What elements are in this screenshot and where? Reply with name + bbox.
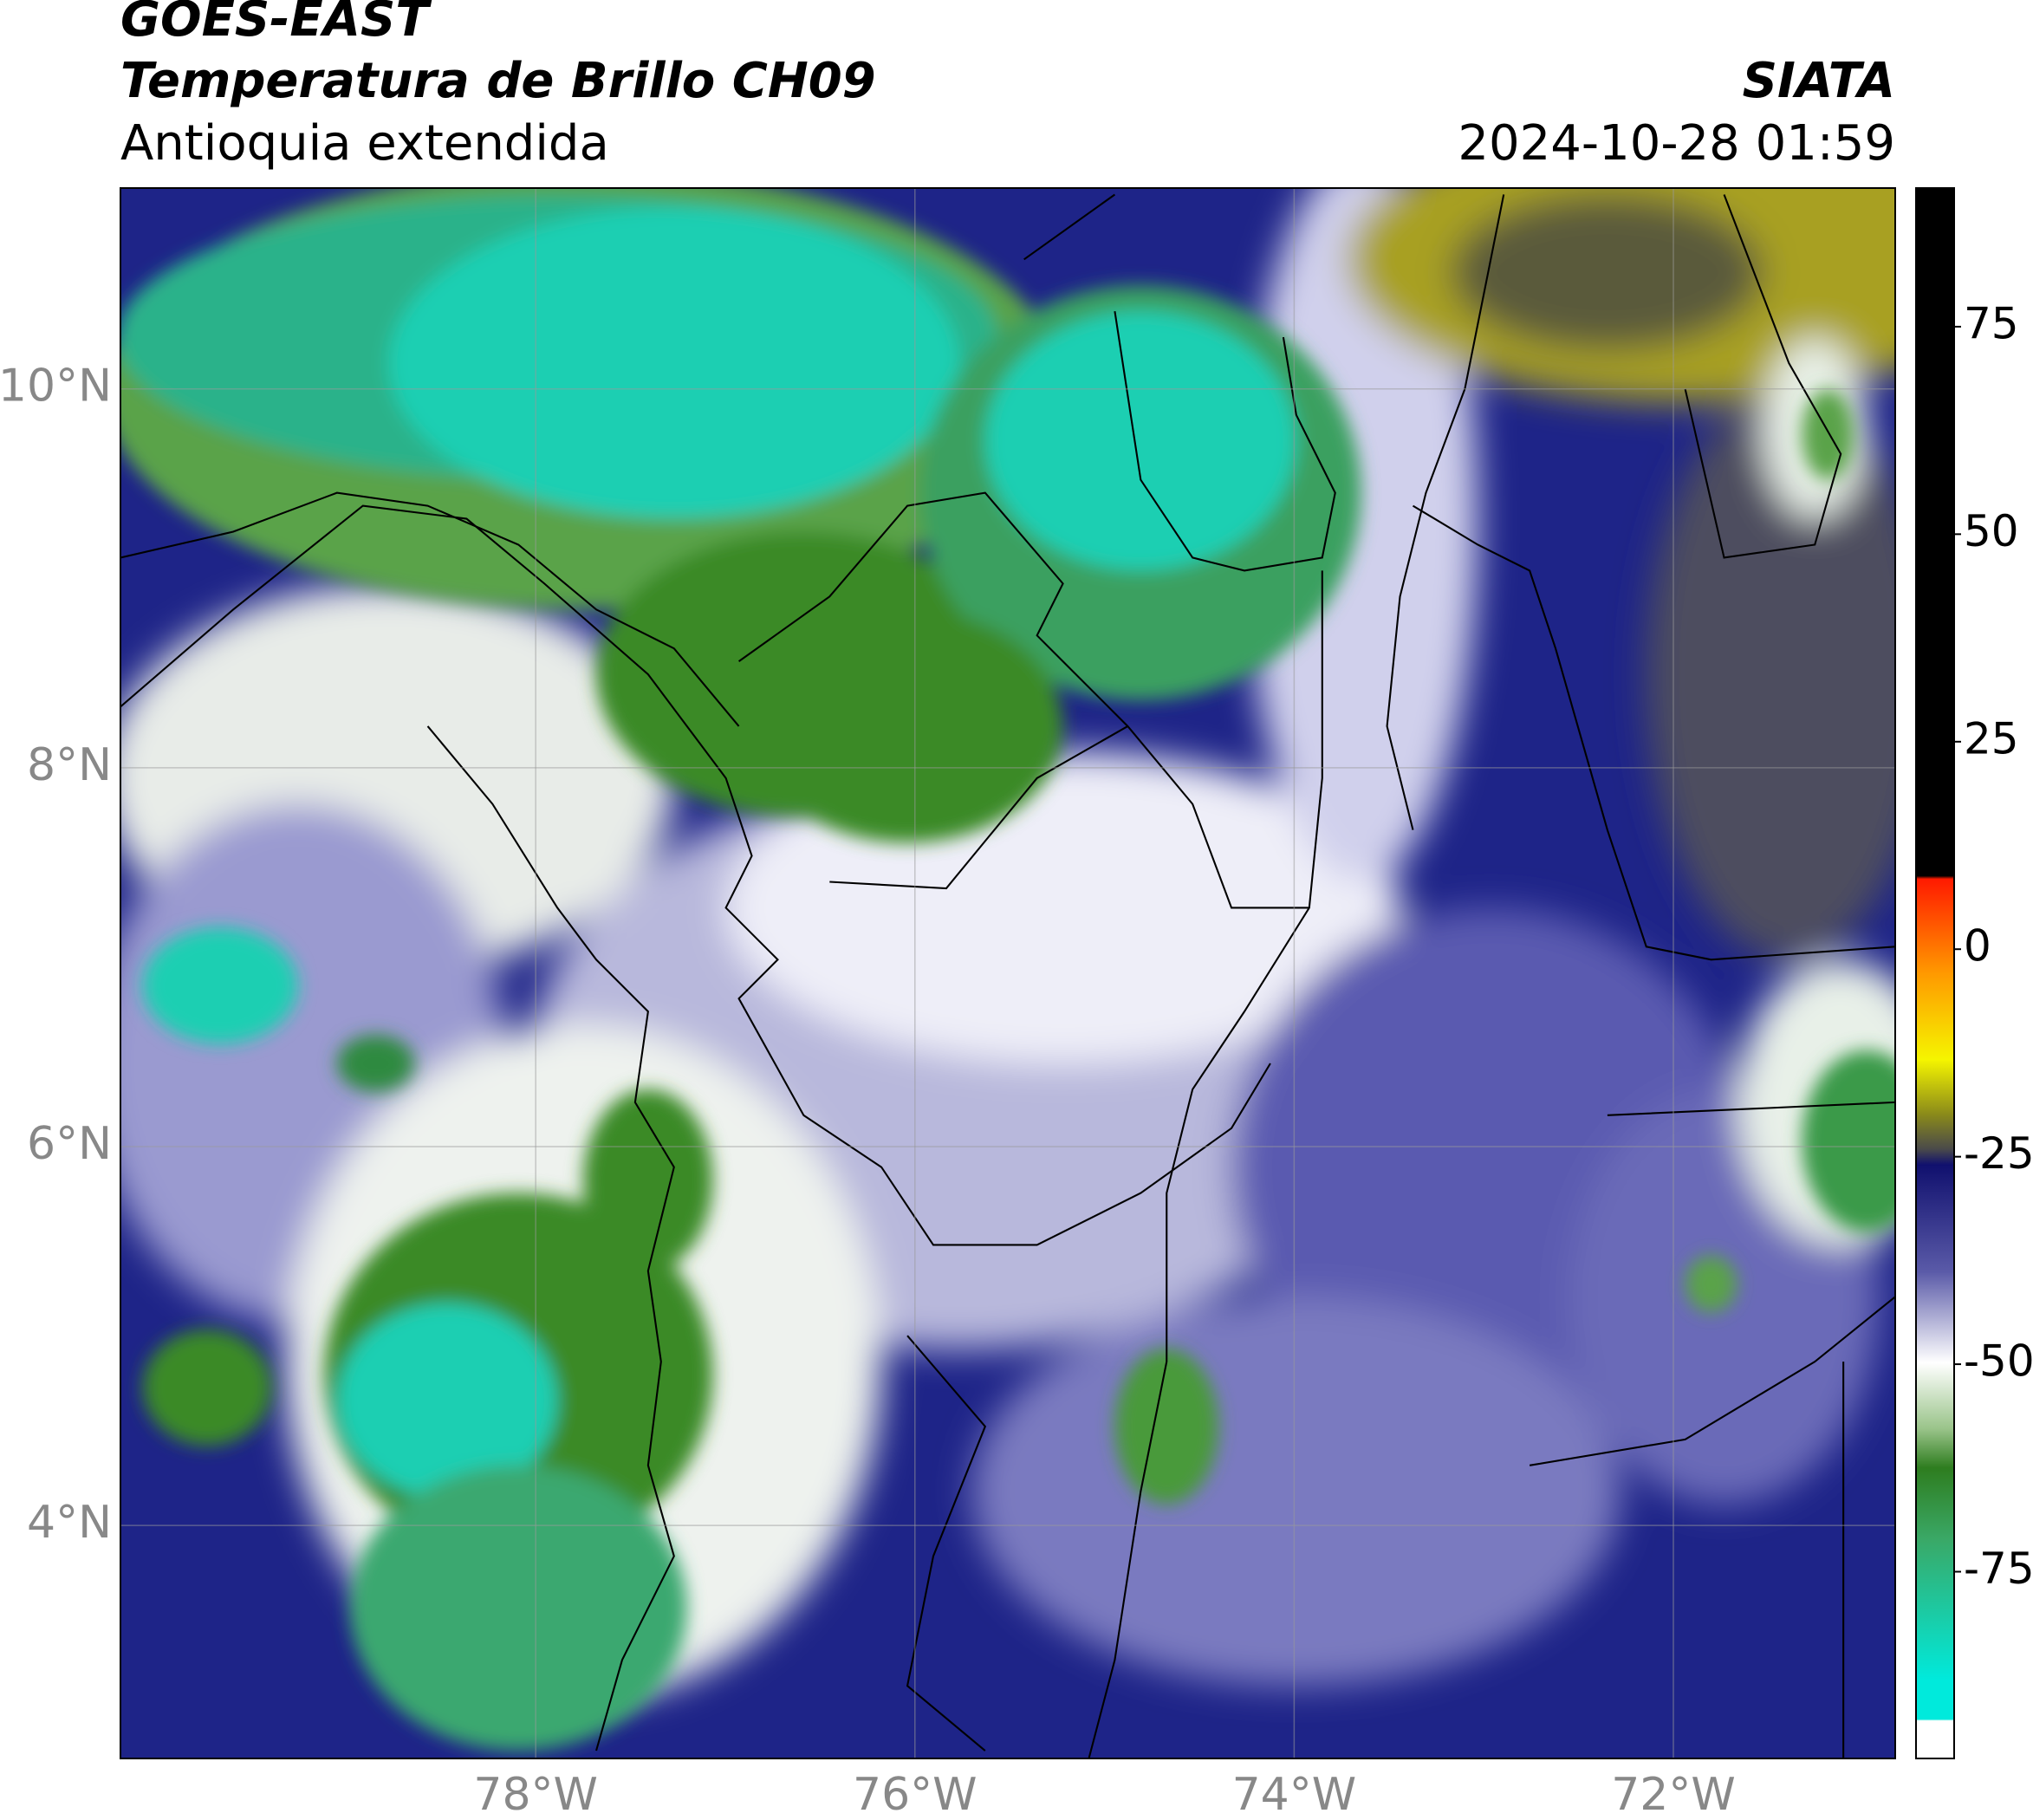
colorbar-tick-label: -75: [1964, 1544, 2033, 1594]
y-tick-label: 4°N: [27, 1497, 112, 1549]
satellite-image: [120, 188, 1895, 1758]
source: SIATA: [1743, 53, 1895, 109]
region: Antioquia extendida: [120, 115, 609, 172]
subtitle: Temperatura de Brillo CH09: [120, 53, 876, 109]
datetime: 2024-10-28 01:59: [1458, 115, 1895, 172]
x-tick-label: 72°W: [1611, 1769, 1736, 1820]
x-tick-label: 74°W: [1232, 1769, 1357, 1820]
colorbar-tick-label: 50: [1964, 506, 2019, 556]
colorbar-tick-label: 0: [1964, 921, 1991, 972]
y-tick-label: 6°N: [27, 1118, 112, 1170]
x-tick-label: 76°W: [853, 1769, 978, 1820]
title: GOES-EAST: [120, 0, 432, 48]
colorbar-tick-label: 75: [1964, 298, 2019, 348]
map-frame: [120, 187, 1896, 1759]
y-tick-label: 10°N: [0, 361, 112, 413]
y-tick-label: 8°N: [27, 739, 112, 791]
colorbar: [1915, 187, 1955, 1759]
colorbar-tick-label: -25: [1964, 1128, 2033, 1179]
x-tick-label: 78°W: [473, 1769, 598, 1820]
colorbar-tick-label: 25: [1964, 713, 2019, 764]
colorbar-tick-label: -50: [1964, 1336, 2033, 1387]
